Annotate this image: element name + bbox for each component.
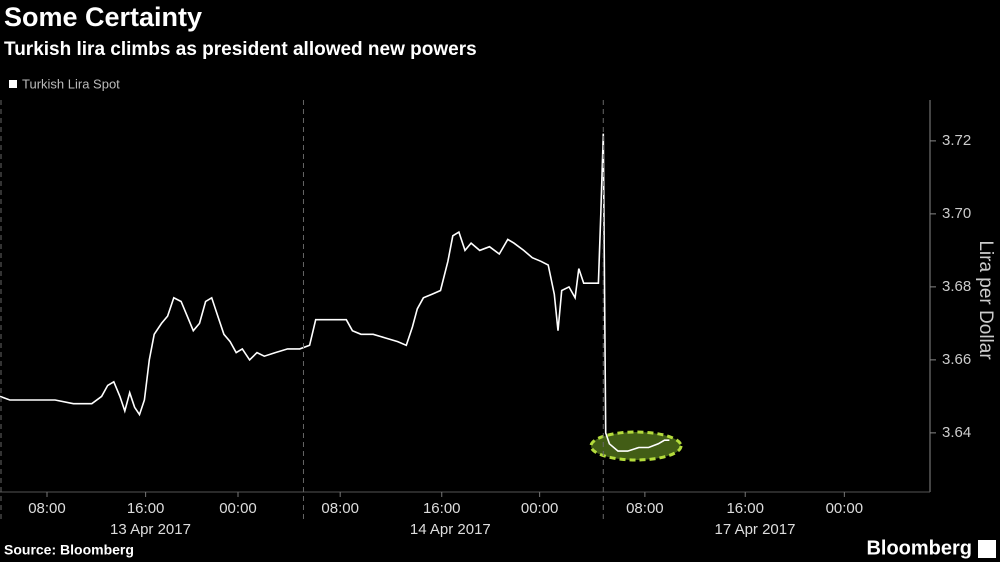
y-tick-label: 3.64 — [942, 424, 971, 441]
x-tick-label: 00:00 — [521, 500, 559, 517]
date-label: 14 Apr 2017 — [410, 521, 491, 538]
x-tick-label: 08:00 — [321, 500, 359, 517]
source: Source: Bloomberg — [4, 542, 134, 558]
x-tick-label: 16:00 — [127, 500, 165, 517]
series-line — [0, 133, 670, 452]
y-axis-title: Lira per Dollar — [975, 240, 996, 360]
date-label: 13 Apr 2017 — [110, 521, 191, 538]
legend-swatch — [9, 80, 17, 88]
y-tick-label: 3.66 — [942, 351, 971, 368]
legend-label: Turkish Lira Spot — [22, 76, 120, 91]
date-label: 17 Apr 2017 — [715, 521, 796, 538]
x-tick-label: 16:00 — [726, 500, 764, 517]
y-tick-label: 3.68 — [942, 278, 971, 295]
x-tick-label: 16:00 — [423, 500, 461, 517]
chart-subtitle: Turkish lira climbs as president allowed… — [4, 39, 477, 60]
y-tick-label: 3.72 — [942, 132, 971, 149]
x-tick-label: 00:00 — [219, 500, 257, 517]
x-tick-label: 08:00 — [28, 500, 66, 517]
brand: Bloomberg — [866, 537, 972, 559]
y-tick-label: 3.70 — [942, 205, 971, 222]
brand-icon — [978, 540, 996, 558]
highlight — [589, 430, 683, 462]
x-tick-label: 00:00 — [826, 500, 864, 517]
x-tick-label: 08:00 — [626, 500, 664, 517]
chart-title: Some Certainty — [4, 2, 202, 32]
